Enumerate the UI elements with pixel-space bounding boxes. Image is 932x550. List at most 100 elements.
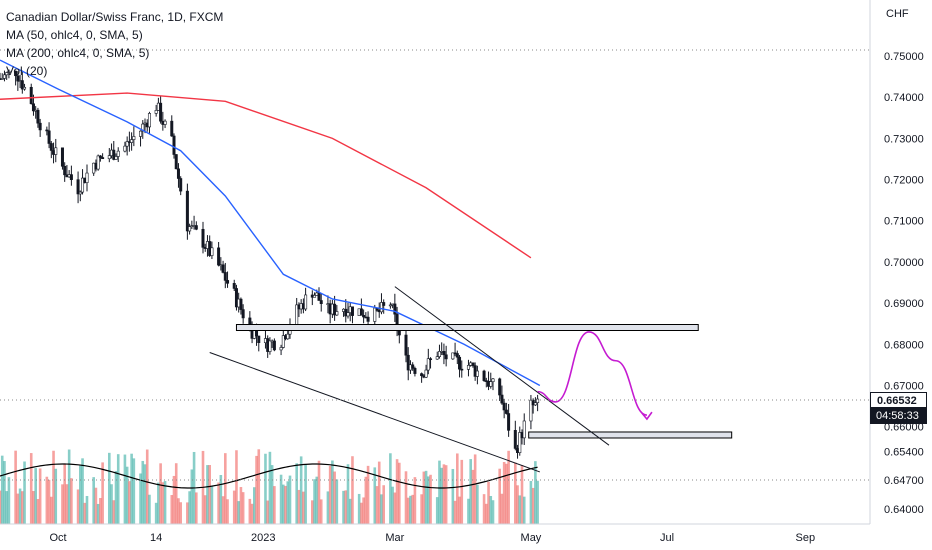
volume-bar — [29, 453, 33, 524]
candle-body — [221, 264, 225, 273]
volume-bar — [342, 490, 345, 524]
volume-bar — [516, 485, 519, 524]
volume-bar — [32, 491, 35, 524]
volume-bar — [143, 464, 147, 524]
candle-body — [444, 354, 448, 360]
volume-bar — [208, 465, 211, 524]
volume-bar — [406, 497, 410, 524]
volume-legend[interactable]: Vol (20) — [6, 64, 48, 78]
candle-body — [45, 129, 49, 132]
volume-bar — [224, 453, 227, 524]
volume-bar — [391, 486, 394, 524]
volume-bar — [284, 485, 287, 524]
volume-bar — [61, 484, 64, 524]
descending-resistance — [394, 286, 610, 446]
ma200-legend[interactable]: MA (200, ohlc4, 0, SMA, 5) — [6, 46, 150, 60]
volume-bar — [331, 460, 334, 524]
volume-bar — [302, 491, 305, 524]
volume-bar — [458, 496, 461, 524]
volume-bar — [3, 461, 6, 524]
candle-body — [536, 398, 540, 403]
ma50-line — [0, 59, 541, 387]
candle-body — [397, 330, 401, 336]
projection-path — [537, 331, 648, 416]
volume-bar — [114, 470, 118, 524]
volume-bar — [489, 495, 493, 524]
volume-bar — [85, 495, 89, 524]
candle-body — [130, 139, 134, 143]
chart-title[interactable]: Canadian Dollar/Swiss Franc, 1D, FXCM — [6, 10, 224, 24]
volume-bar — [219, 475, 223, 524]
volume-bar — [453, 500, 457, 524]
price-tick-label: 0.64000 — [884, 504, 924, 516]
volume-bar — [54, 468, 58, 524]
candle-body — [85, 172, 89, 183]
volume-bar — [0, 490, 2, 524]
volume-bar — [145, 449, 149, 524]
candle-body — [426, 358, 430, 371]
ma50-legend[interactable]: MA (50, ohlc4, 0, SMA, 5) — [6, 28, 143, 42]
volume-bar — [110, 484, 113, 524]
volume-bar — [253, 487, 256, 524]
volume-bar — [179, 502, 182, 524]
volume-bar — [317, 460, 321, 524]
price-tick-label: 0.65400 — [884, 446, 924, 458]
volume-bar — [172, 475, 176, 524]
volume-bar — [498, 468, 501, 524]
candle-body — [319, 300, 323, 304]
candle-body — [159, 102, 163, 122]
candle-body — [232, 283, 236, 289]
volume-bar — [270, 465, 274, 524]
volume-bar — [139, 473, 142, 524]
candle-body — [60, 147, 64, 167]
volume-bar — [335, 479, 339, 524]
price-axis[interactable]: 0.75000 0.74000 0.73000 0.72000 0.71000 0.700… — [884, 51, 924, 516]
price-tick-label: 0.68000 — [884, 339, 924, 351]
candle-body — [81, 177, 85, 193]
volume-bar — [45, 476, 49, 524]
volume-bar — [295, 463, 298, 524]
volume-bar — [529, 480, 533, 524]
candle-body — [210, 247, 214, 256]
candle-body — [54, 147, 58, 155]
time-axis[interactable]: Oct 14 2023 Mar May Jul Sep — [49, 532, 815, 544]
volume-bar — [248, 498, 252, 524]
candle-body — [114, 156, 118, 160]
candle-body — [491, 378, 495, 382]
time-tick-label: 14 — [150, 532, 162, 544]
volume-bar — [473, 454, 477, 524]
candle-body — [359, 308, 363, 316]
bar-countdown: 04:58:33 — [870, 408, 927, 424]
volume-bar — [174, 463, 178, 524]
volume-bar — [482, 494, 486, 524]
candle-body — [101, 157, 105, 160]
time-tick-label: Jul — [660, 532, 674, 544]
candle-body — [234, 288, 238, 308]
volume-bar — [313, 479, 316, 524]
candle-body — [518, 432, 522, 454]
candle-body — [424, 369, 428, 378]
volume-bar — [438, 460, 441, 524]
candle-body — [304, 294, 308, 310]
volume-bar — [157, 482, 160, 524]
volume-bar — [177, 498, 180, 524]
candle-body — [460, 368, 464, 371]
candle-body — [7, 70, 11, 73]
candle-body — [49, 143, 53, 151]
candle-body — [241, 309, 245, 319]
volume-bar — [99, 498, 102, 524]
volume-bar — [186, 502, 189, 524]
volume-bar — [273, 486, 276, 524]
ma200-line — [0, 92, 532, 259]
volume-bar — [7, 477, 11, 524]
price-tick-label: 0.73000 — [884, 133, 924, 145]
volume-bar — [241, 492, 245, 524]
candle-body — [272, 340, 276, 351]
volume-bar — [333, 471, 336, 524]
volume-bar — [5, 491, 8, 524]
candle-body — [125, 141, 129, 147]
volume-bar — [500, 493, 504, 524]
volume-bar — [531, 487, 535, 524]
volume-bar — [451, 468, 455, 524]
